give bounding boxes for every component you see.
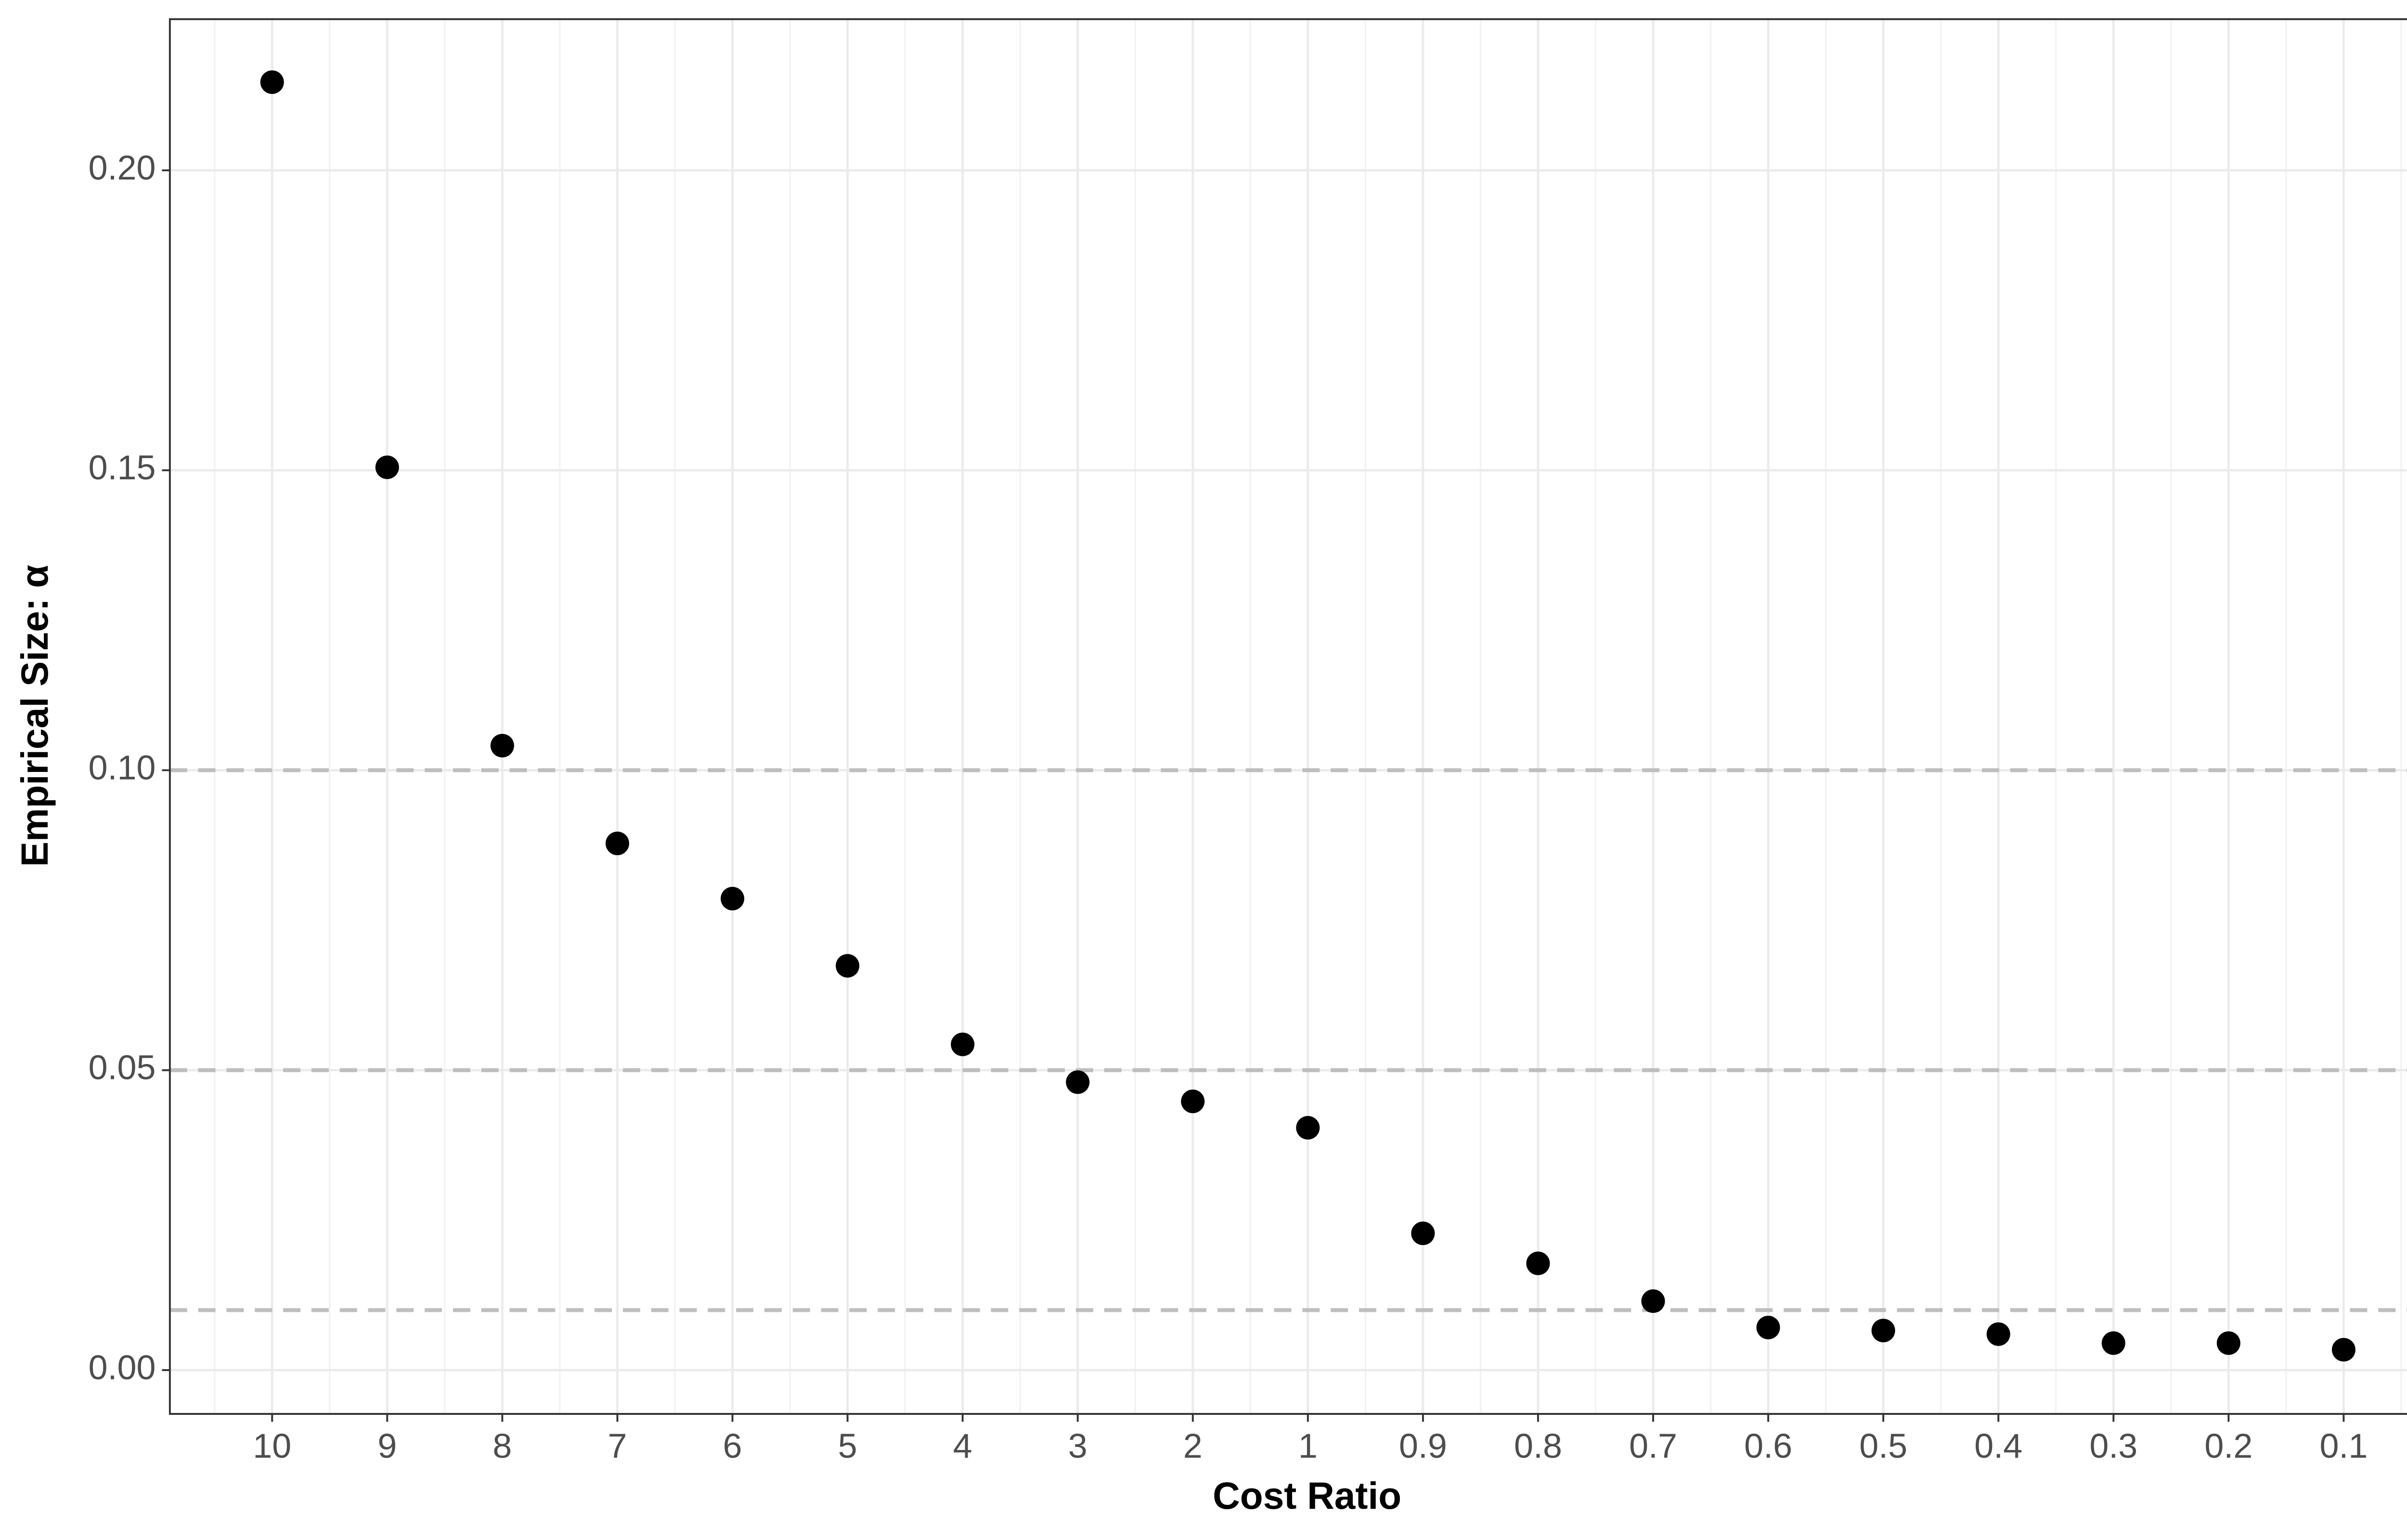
x-tick-label: 0.3 xyxy=(2089,1427,2137,1465)
x-tick-label: 1 xyxy=(1298,1427,1318,1465)
y-tick-label: 0.00 xyxy=(89,1348,156,1387)
point xyxy=(2101,1331,2125,1355)
point xyxy=(2216,1331,2240,1355)
x-tick-label: 5 xyxy=(838,1427,857,1465)
x-tick-label: 0.5 xyxy=(1859,1427,1907,1465)
x-tick-label: 0.8 xyxy=(1514,1427,1562,1465)
point xyxy=(1411,1221,1435,1245)
x-tick-label: 0.1 xyxy=(2319,1427,2368,1465)
x-tick-label: 3 xyxy=(1068,1427,1087,1465)
point xyxy=(1526,1251,1550,1275)
point xyxy=(2331,1338,2355,1362)
x-axis-title: Cost Ratio xyxy=(1213,1475,1401,1517)
point xyxy=(375,455,399,479)
point xyxy=(721,886,745,911)
x-tick-label: 0.7 xyxy=(1629,1427,1677,1465)
point xyxy=(1756,1315,1780,1340)
point xyxy=(490,733,514,757)
x-tick-label: 0.6 xyxy=(1744,1427,1792,1465)
x-tick-label: 0.9 xyxy=(1399,1427,1447,1465)
plot-border xyxy=(168,18,2407,1415)
point xyxy=(1296,1116,1320,1140)
x-tick-label: 10 xyxy=(253,1427,291,1465)
x-tick-label: 7 xyxy=(608,1427,627,1465)
point xyxy=(1181,1090,1205,1114)
point xyxy=(605,832,629,856)
x-tick-label: 6 xyxy=(723,1427,742,1465)
point xyxy=(1066,1070,1090,1094)
x-tick-label: 0.4 xyxy=(1974,1427,2022,1465)
x-tick-label: 8 xyxy=(492,1427,512,1465)
y-tick-label: 0.15 xyxy=(89,449,156,487)
y-axis-title: Empirical Size: α xyxy=(13,565,56,867)
y-tick-label: 0.10 xyxy=(89,748,156,787)
x-tick-label: 2 xyxy=(1183,1427,1203,1465)
point xyxy=(836,954,860,978)
x-tick-label: 9 xyxy=(377,1427,397,1465)
point xyxy=(1641,1289,1665,1313)
point xyxy=(1986,1322,2010,1346)
y-tick-label: 0.20 xyxy=(89,149,156,187)
point xyxy=(1871,1319,1895,1343)
y-tick-label: 0.05 xyxy=(89,1049,156,1087)
point xyxy=(260,70,284,94)
x-tick-label: 0.2 xyxy=(2204,1427,2252,1465)
x-tick-label: 4 xyxy=(953,1427,972,1465)
point xyxy=(951,1032,975,1056)
